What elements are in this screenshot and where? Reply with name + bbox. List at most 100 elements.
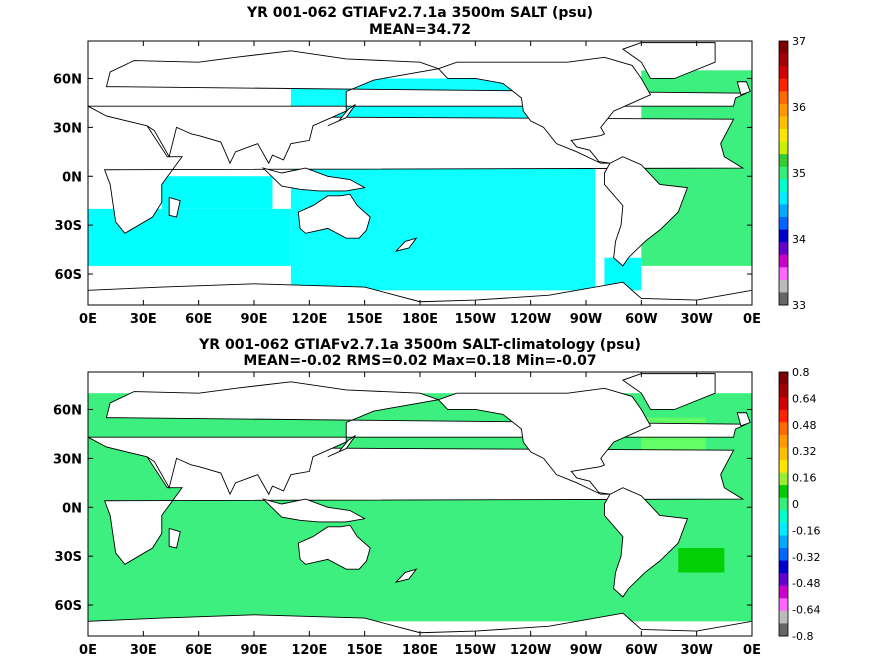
colorbar-swatch xyxy=(779,41,788,55)
colorbar-swatch xyxy=(779,292,788,306)
landmass-6 xyxy=(88,612,752,636)
landmass-4 xyxy=(603,487,689,598)
x-tick-label: 60E xyxy=(185,643,212,658)
y-tick-label: 0N xyxy=(62,501,82,516)
colorbar-swatch xyxy=(779,434,788,448)
y-tick-label: 60S xyxy=(55,268,82,283)
landmass-5 xyxy=(297,193,371,239)
colorbar-tick-label: 34 xyxy=(792,233,806,246)
colorbar-swatch xyxy=(779,129,788,143)
colorbar-swatch xyxy=(779,242,788,256)
colorbar-swatch xyxy=(779,409,788,423)
colorbar-swatch xyxy=(779,91,788,105)
field-region-2 xyxy=(678,548,725,573)
landmass-7 xyxy=(168,527,181,549)
x-tick-label: 90E xyxy=(241,643,268,658)
y-tick-label: 30S xyxy=(55,219,82,234)
x-tick-label: 180E xyxy=(402,643,438,658)
landmass-4 xyxy=(603,156,689,267)
colorbar-tick-label: 0.48 xyxy=(792,419,817,432)
colorbar-swatch xyxy=(779,217,788,231)
colorbar-tick-label: 35 xyxy=(792,167,806,180)
panel2-y-ticks: 60N 30N 0N 30S 60S xyxy=(53,403,752,614)
panel1-x-ticks: 0E 30E 60E 90E 120E 150E 180E 150W 120W 90W 60W 30W… xyxy=(79,41,761,327)
x-tick-label: 120E xyxy=(291,643,327,658)
colorbar-swatch xyxy=(779,372,788,386)
landmass-9 xyxy=(327,435,356,458)
colorbar-swatch xyxy=(779,254,788,268)
y-tick-label: 30N xyxy=(53,452,82,467)
landmass-3 xyxy=(437,387,652,495)
panel1-title: YR 001-062 GTIAFv2.7.1a 3500m SALT (psu) xyxy=(246,5,593,21)
colorbar-swatch xyxy=(779,397,788,411)
colorbar-tick-label: 36 xyxy=(792,101,806,114)
colorbar-swatch xyxy=(779,422,788,436)
colorbar-swatch xyxy=(779,179,788,193)
colorbar-swatch xyxy=(779,522,788,536)
panel2-x-ticks: 0E 30E 60E 90E 120E 150E 180E 150W 120W 90W 60W 30W… xyxy=(79,372,761,658)
landmass-11 xyxy=(736,81,751,96)
colorbar-swatch xyxy=(779,573,788,587)
colorbar-swatch xyxy=(779,623,788,637)
landmass-1 xyxy=(88,381,747,496)
colorbar-swatch xyxy=(779,53,788,67)
x-tick-label: 60W xyxy=(625,312,657,327)
landmass-1 xyxy=(88,50,747,165)
colorbar-tick-label: -0.32 xyxy=(792,551,820,564)
y-tick-label: 30S xyxy=(55,550,82,565)
colorbar-frame xyxy=(778,371,789,637)
colorbar-tick-label: 0.32 xyxy=(792,445,817,458)
colorbar-tick-label: 0.8 xyxy=(792,366,810,379)
x-tick-label: 30E xyxy=(130,643,157,658)
panel2-title: YR 001-062 GTIAFv2.7.1a 3500m SALT-clima… xyxy=(198,337,641,353)
colorbar-swatch xyxy=(779,598,788,612)
colorbar-swatch xyxy=(779,204,788,218)
colorbar-swatch xyxy=(779,585,788,599)
colorbar-tick-label: 0 xyxy=(792,498,799,511)
y-tick-label: 60S xyxy=(55,599,82,614)
colorbar-swatch xyxy=(779,510,788,524)
landmass-6 xyxy=(88,281,752,305)
landmass-2 xyxy=(621,42,716,79)
landmass-10 xyxy=(394,568,418,584)
landmass-8 xyxy=(261,498,366,523)
colorbar-swatch xyxy=(779,229,788,243)
field-basin-1 xyxy=(161,176,273,209)
colorbar-swatch xyxy=(779,384,788,398)
panel1-y-ticks: 60N 30N 0N 30S 60S xyxy=(53,72,752,283)
y-tick-label: 60N xyxy=(53,72,82,87)
x-tick-label: 30E xyxy=(130,312,157,327)
landmass-5 xyxy=(297,524,371,570)
x-tick-label: 30W xyxy=(680,312,712,327)
colorbar-tick-label: 0.16 xyxy=(792,472,817,485)
colorbar-swatch xyxy=(779,141,788,155)
x-tick-label: 0E xyxy=(79,643,97,658)
colorbar-tick-label: -0.16 xyxy=(792,524,820,537)
landmass-8 xyxy=(261,167,366,192)
x-tick-label: 150W xyxy=(455,643,496,658)
x-tick-label: 120W xyxy=(510,643,551,658)
colorbar-tick-label: -0.48 xyxy=(792,577,820,590)
x-tick-label: 150E xyxy=(347,643,383,658)
colorbar-swatch xyxy=(779,460,788,474)
colorbar-swatch xyxy=(779,279,788,293)
colorbar-swatch xyxy=(779,485,788,499)
landmass-10 xyxy=(394,237,418,253)
x-tick-label: 150E xyxy=(347,312,383,327)
x-tick-label: 90E xyxy=(241,312,268,327)
colorbar-swatch xyxy=(779,116,788,130)
colorbar-swatch xyxy=(779,447,788,461)
colorbar-tick-label: -0.8 xyxy=(792,630,813,643)
colorbar-swatch xyxy=(779,535,788,549)
x-tick-label: 120W xyxy=(510,312,551,327)
x-tick-label: 0E xyxy=(743,312,761,327)
landmass-3 xyxy=(437,56,652,164)
colorbar-tick-label: 0.64 xyxy=(792,392,817,405)
colorbar-swatch xyxy=(779,497,788,511)
colorbar-swatch xyxy=(779,166,788,180)
x-tick-label: 90W xyxy=(570,643,602,658)
colorbar-swatch xyxy=(779,154,788,168)
colorbar-swatch xyxy=(779,191,788,205)
landmass-9 xyxy=(327,104,356,127)
x-tick-label: 0E xyxy=(743,643,761,658)
